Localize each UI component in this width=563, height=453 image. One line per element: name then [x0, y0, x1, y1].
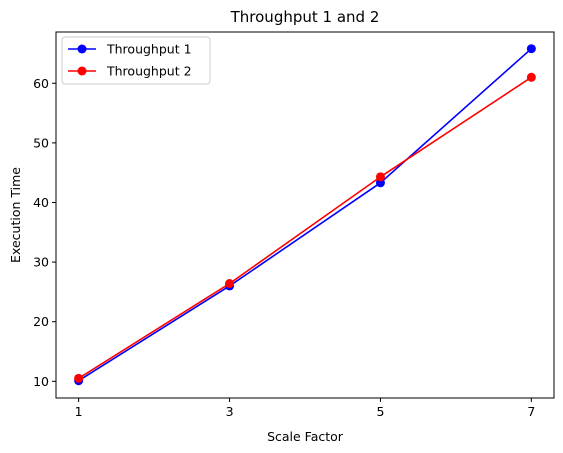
y-tick-label: 20 — [33, 314, 49, 329]
legend-label: Throughput 2 — [106, 64, 192, 79]
series-line-1 — [78, 48, 532, 382]
y-axis: 10 20 30 40 50 60 — [33, 76, 56, 389]
x-axis: 1 3 5 7 — [75, 398, 535, 419]
x-tick-label: 1 — [75, 404, 83, 419]
plot-frame — [55, 31, 555, 399]
legend-box — [61, 36, 211, 85]
y-tick-label: 60 — [33, 76, 49, 91]
x-tick-label: 5 — [376, 404, 384, 419]
legend-marker-swatch — [77, 44, 87, 54]
series-1-point — [526, 44, 536, 54]
y-tick-label: 10 — [33, 374, 49, 389]
series-2-point — [526, 72, 536, 82]
legend-marker-swatch — [77, 66, 87, 76]
y-tick-label: 50 — [33, 135, 49, 150]
series-line-2 — [78, 76, 532, 380]
chart-title: Throughput 1 and 2 — [230, 8, 380, 26]
x-axis-label: Scale Factor — [267, 429, 344, 444]
y-tick-label: 40 — [33, 195, 49, 210]
x-tick-label: 7 — [527, 404, 535, 419]
y-tick-label: 30 — [33, 255, 49, 270]
y-axis-label: Execution Time — [8, 167, 23, 263]
plot-area — [74, 44, 536, 386]
legend: Throughput 1 Throughput 2 — [61, 36, 211, 85]
series-2-point — [74, 373, 84, 383]
x-tick-label: 3 — [226, 404, 234, 419]
series-2-point — [375, 172, 385, 182]
legend-label: Throughput 1 — [106, 42, 192, 57]
series-2-point — [225, 279, 235, 289]
